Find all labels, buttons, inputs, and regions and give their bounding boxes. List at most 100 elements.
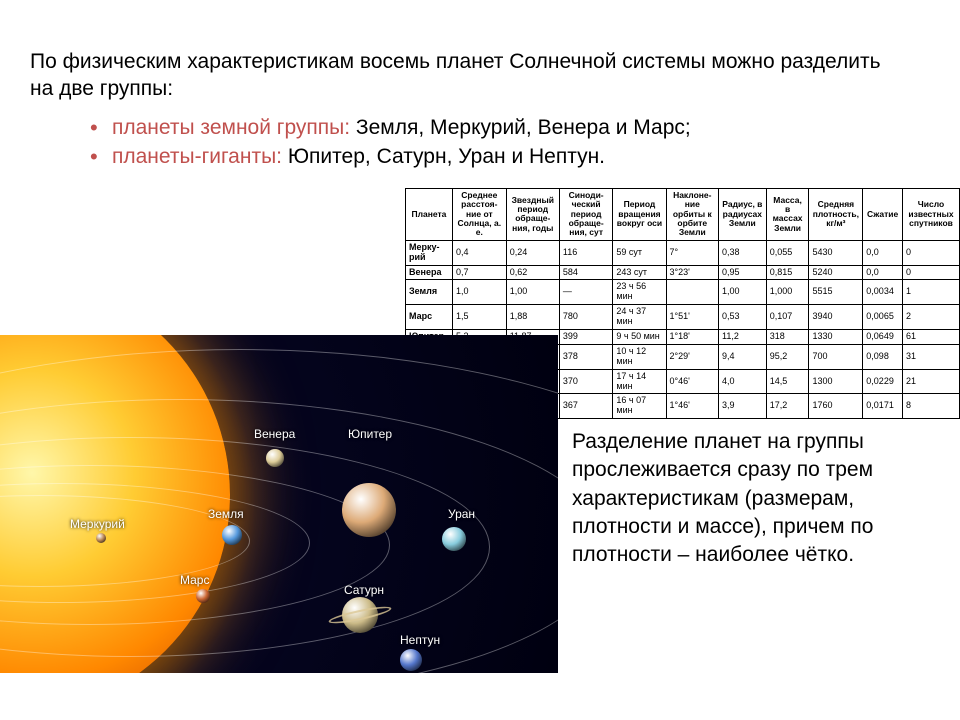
table-header-row: ПланетаСреднее расстоя-ние от Солнца, а.… (406, 189, 960, 241)
intro-text: По физическим характеристикам восемь пла… (30, 48, 900, 103)
intro-block: По физическим характеристикам восемь пла… (30, 48, 900, 171)
table-cell: 0,0034 (863, 280, 903, 305)
table-cell: 24 ч 37 мин (613, 305, 666, 330)
table-cell: 0,7 (452, 265, 506, 280)
planet-dot (96, 533, 106, 543)
planet-label: Нептун (400, 633, 440, 647)
bullet-1-rest: Земля, Меркурий, Венера и Марс; (356, 116, 691, 139)
table-cell: 584 (559, 265, 613, 280)
table-cell: 318 (766, 329, 809, 344)
table-header-cell: Сжатие (863, 189, 903, 241)
bullet-1: планеты земной группы: Земля, Меркурий, … (90, 113, 900, 142)
table-header-cell: Число известных спутников (902, 189, 959, 241)
table-header-cell: Радиус, в радиусах Земли (719, 189, 767, 241)
table-cell: 1,00 (506, 280, 559, 305)
planet-label: Венера (254, 427, 295, 441)
table-cell: 7° (666, 240, 718, 265)
table-cell: 61 (902, 329, 959, 344)
table-cell: 367 (559, 394, 613, 419)
planet-label: Уран (448, 507, 475, 521)
table-cell: 0,0229 (863, 369, 903, 394)
bullet-list: планеты земной группы: Земля, Меркурий, … (90, 113, 900, 172)
bullet-2: планеты-гиганты: Юпитер, Сатурн, Уран и … (90, 142, 900, 171)
planet-dot (266, 449, 284, 467)
table-row: Венера0,70,62584243 сут3°23'0,950,815524… (406, 265, 960, 280)
table-cell: 1,0 (452, 280, 506, 305)
table-cell: 0,107 (766, 305, 809, 330)
table-cell: 11,2 (719, 329, 767, 344)
table-cell: 1760 (809, 394, 863, 419)
table-cell: 1,00 (719, 280, 767, 305)
table-cell: 700 (809, 344, 863, 369)
table-cell: 4,0 (719, 369, 767, 394)
table-cell: 31 (902, 344, 959, 369)
table-cell: 17,2 (766, 394, 809, 419)
table-cell: 0°46' (666, 369, 718, 394)
bullet-2-label: планеты-гиганты: (112, 145, 288, 168)
table-cell: 14,5 (766, 369, 809, 394)
table-cell: 243 сут (613, 265, 666, 280)
table-cell: 0,098 (863, 344, 903, 369)
table-cell: 0 (902, 240, 959, 265)
table-cell: 9 ч 50 мин (613, 329, 666, 344)
planet-label: Марс (180, 573, 209, 587)
table-row: Земля1,01,00—23 ч 56 мин1,001,00055150,0… (406, 280, 960, 305)
table-cell: 370 (559, 369, 613, 394)
table-cell: 2°29' (666, 344, 718, 369)
planet-dot (222, 525, 242, 545)
table-cell: 8 (902, 394, 959, 419)
table-cell: 0,0649 (863, 329, 903, 344)
table-header-cell: Планета (406, 189, 453, 241)
table-cell: 21 (902, 369, 959, 394)
side-paragraph: Разделение планет на группы прослеживает… (572, 428, 940, 570)
table-cell: 1300 (809, 369, 863, 394)
table-cell: Венера (406, 265, 453, 280)
planet-dot (442, 527, 466, 551)
planet-label: Земля (208, 507, 244, 521)
table-cell: 3940 (809, 305, 863, 330)
table-header-cell: Средняя плотность, кг/м³ (809, 189, 863, 241)
table-header-cell: Масса, в массах Земли (766, 189, 809, 241)
table-cell: 10 ч 12 мин (613, 344, 666, 369)
table-cell: 17 ч 14 мин (613, 369, 666, 394)
table-cell: 3°23' (666, 265, 718, 280)
table-row: Мерку-рий0,40,2411659 сут7°0,380,0555430… (406, 240, 960, 265)
table-cell: 0,055 (766, 240, 809, 265)
table-cell: 1°18' (666, 329, 718, 344)
table-cell: 59 сут (613, 240, 666, 265)
table-cell: 1°51' (666, 305, 718, 330)
table-cell: 5430 (809, 240, 863, 265)
table-header-cell: Звездный период обраще-ния, годы (506, 189, 559, 241)
table-header-cell: Наклоне-ние орбиты к орбите Земли (666, 189, 718, 241)
table-cell: 0,4 (452, 240, 506, 265)
planet-dot (196, 589, 210, 603)
table-cell: 1,000 (766, 280, 809, 305)
table-cell: 399 (559, 329, 613, 344)
planet-dot (400, 649, 422, 671)
table-cell: 0,62 (506, 265, 559, 280)
bullet-1-label: планеты земной группы: (112, 116, 356, 139)
table-cell: 0,38 (719, 240, 767, 265)
table-cell: 0,0 (863, 240, 903, 265)
table-cell: 1330 (809, 329, 863, 344)
table-cell: 116 (559, 240, 613, 265)
table-cell: 0 (902, 265, 959, 280)
planet-label: Сатурн (344, 583, 384, 597)
table-cell: — (559, 280, 613, 305)
table-cell: 0,815 (766, 265, 809, 280)
table-cell: 5240 (809, 265, 863, 280)
table-header-cell: Среднее расстоя-ние от Солнца, а. е. (452, 189, 506, 241)
table-cell: 16 ч 07 мин (613, 394, 666, 419)
table-cell: 95,2 (766, 344, 809, 369)
table-cell: Марс (406, 305, 453, 330)
table-cell: 9,4 (719, 344, 767, 369)
table-header-cell: Синоди-ческий период обраще-ния, сут (559, 189, 613, 241)
table-cell: 2 (902, 305, 959, 330)
table-cell: 0,0 (863, 265, 903, 280)
table-cell: 780 (559, 305, 613, 330)
table-cell: 0,0171 (863, 394, 903, 419)
table-cell: 0,53 (719, 305, 767, 330)
table-header-cell: Период вращения вокруг оси (613, 189, 666, 241)
table-cell: 5515 (809, 280, 863, 305)
table-cell: 0,24 (506, 240, 559, 265)
